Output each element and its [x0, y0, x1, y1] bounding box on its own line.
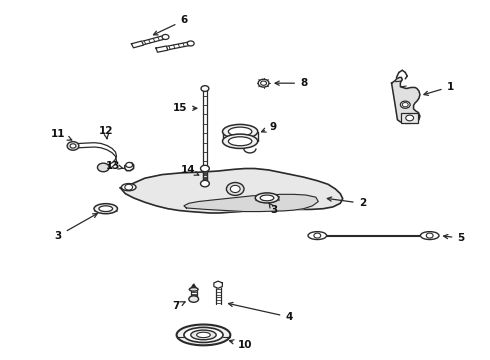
Polygon shape: [392, 77, 420, 123]
Text: 2: 2: [327, 197, 366, 208]
Text: 12: 12: [98, 126, 113, 139]
Ellipse shape: [191, 330, 216, 340]
Text: 6: 6: [153, 15, 188, 35]
Text: 10: 10: [229, 340, 252, 350]
Circle shape: [70, 144, 76, 148]
Ellipse shape: [222, 125, 258, 139]
Circle shape: [200, 165, 209, 172]
Ellipse shape: [420, 231, 439, 239]
Ellipse shape: [189, 296, 198, 302]
Circle shape: [201, 86, 209, 91]
Text: 15: 15: [173, 103, 197, 113]
Text: 13: 13: [106, 161, 123, 171]
Text: 9: 9: [262, 122, 277, 132]
Ellipse shape: [222, 134, 258, 148]
Circle shape: [126, 162, 133, 167]
Circle shape: [314, 233, 321, 238]
Circle shape: [402, 103, 408, 107]
Circle shape: [98, 163, 109, 172]
Circle shape: [400, 101, 410, 108]
Circle shape: [226, 183, 244, 195]
Polygon shape: [214, 281, 222, 288]
Ellipse shape: [176, 324, 230, 345]
Ellipse shape: [189, 288, 198, 291]
Polygon shape: [184, 194, 318, 212]
Ellipse shape: [308, 231, 327, 239]
Text: 3: 3: [55, 213, 97, 240]
Ellipse shape: [255, 193, 279, 203]
Polygon shape: [131, 41, 144, 48]
Circle shape: [406, 115, 414, 121]
Text: 4: 4: [228, 302, 293, 322]
Ellipse shape: [228, 127, 252, 136]
Text: 14: 14: [180, 165, 199, 175]
Text: 5: 5: [443, 233, 465, 243]
Text: 11: 11: [51, 129, 72, 140]
Ellipse shape: [260, 195, 274, 201]
Ellipse shape: [122, 184, 136, 191]
Ellipse shape: [196, 332, 210, 338]
Circle shape: [67, 141, 79, 150]
Ellipse shape: [94, 204, 118, 214]
Text: 8: 8: [275, 78, 307, 88]
Circle shape: [200, 180, 209, 187]
Polygon shape: [191, 284, 196, 289]
Circle shape: [187, 41, 194, 46]
Circle shape: [258, 79, 269, 87]
Ellipse shape: [228, 137, 252, 146]
Circle shape: [426, 233, 433, 238]
Polygon shape: [156, 46, 168, 52]
Ellipse shape: [99, 206, 113, 212]
Circle shape: [261, 81, 267, 85]
Text: 3: 3: [269, 203, 278, 216]
FancyBboxPatch shape: [401, 113, 418, 123]
Circle shape: [230, 185, 240, 193]
Ellipse shape: [184, 327, 223, 342]
Text: 7: 7: [172, 301, 185, 311]
Circle shape: [125, 184, 133, 190]
Circle shape: [162, 35, 169, 40]
Polygon shape: [121, 168, 343, 213]
Text: 1: 1: [424, 82, 454, 95]
